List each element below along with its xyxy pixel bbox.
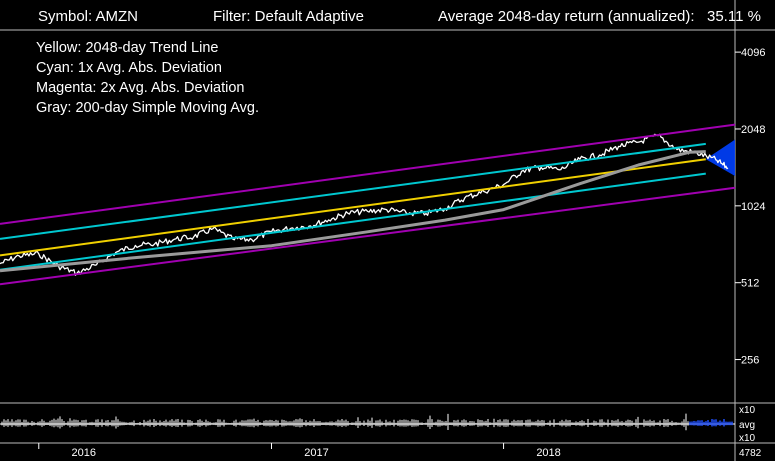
x-tick-label: 2018 bbox=[536, 447, 560, 459]
symbol-label: Symbol: AMZN bbox=[38, 8, 139, 25]
trend-line bbox=[0, 158, 706, 257]
legend-magenta-deviation: Magenta: 2x Avg. Abs. Deviation bbox=[36, 80, 245, 96]
legend-yellow-trend: Yellow: 2048-day Trend Line bbox=[36, 40, 219, 56]
legend-cyan-deviation: Cyan: 1x Avg. Abs. Deviation bbox=[36, 60, 222, 76]
volume-scale-bottom-label: x10 bbox=[739, 433, 756, 444]
average-return-value: 35.11 % bbox=[707, 8, 761, 25]
x-tick-label: 2016 bbox=[72, 447, 96, 459]
lower-2x-deviation bbox=[0, 186, 736, 286]
upper-2x-deviation bbox=[0, 123, 736, 225]
volume-value-label: 4782 bbox=[739, 448, 762, 459]
y-tick-label: 512 bbox=[741, 278, 759, 290]
y-tick-label: 1024 bbox=[741, 201, 765, 213]
y-tick-label: 4096 bbox=[741, 47, 765, 59]
forecast-band bbox=[705, 139, 735, 177]
y-tick-label: 2048 bbox=[741, 124, 765, 136]
x-tick-label: 2017 bbox=[304, 447, 328, 459]
sma-200-line bbox=[0, 150, 706, 273]
legend-gray-sma: Gray: 200-day Simple Moving Avg. bbox=[36, 100, 259, 116]
upper-1x-deviation bbox=[0, 142, 706, 240]
volume-avg-label: avg bbox=[739, 420, 755, 431]
y-tick-label: 256 bbox=[741, 355, 759, 367]
price-series bbox=[0, 133, 729, 276]
lower-1x-deviation bbox=[0, 172, 706, 271]
volume-scale-top-label: x10 bbox=[739, 405, 756, 416]
filter-label: Filter: Default Adaptive bbox=[213, 8, 364, 25]
average-return-label: Average 2048-day return (annualized): bbox=[438, 8, 695, 25]
